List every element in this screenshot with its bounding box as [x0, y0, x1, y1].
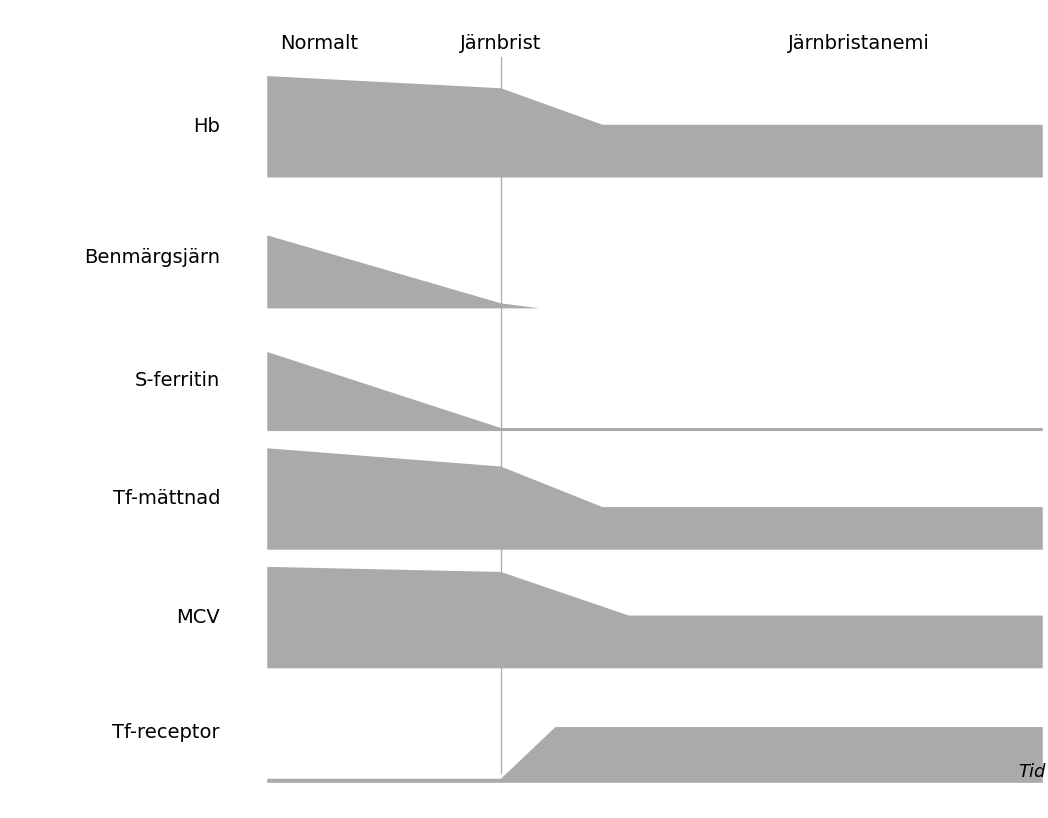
Polygon shape: [267, 76, 1043, 178]
Text: Tf-mättnad: Tf-mättnad: [112, 489, 220, 509]
Text: MCV: MCV: [176, 608, 220, 627]
Text: Hb: Hb: [193, 117, 220, 137]
Text: Tf-receptor: Tf-receptor: [112, 722, 220, 742]
Text: Tid: Tid: [1019, 763, 1046, 781]
Text: Normalt: Normalt: [281, 34, 358, 53]
Polygon shape: [267, 727, 1043, 783]
Text: S-ferritin: S-ferritin: [135, 371, 220, 390]
Polygon shape: [267, 448, 1043, 550]
Text: Benmärgsjärn: Benmärgsjärn: [84, 248, 220, 267]
Polygon shape: [267, 352, 1043, 431]
Text: Järnbrist: Järnbrist: [460, 34, 542, 53]
Polygon shape: [267, 236, 540, 308]
Text: Järnbristanemi: Järnbristanemi: [788, 34, 931, 53]
Polygon shape: [267, 567, 1043, 668]
